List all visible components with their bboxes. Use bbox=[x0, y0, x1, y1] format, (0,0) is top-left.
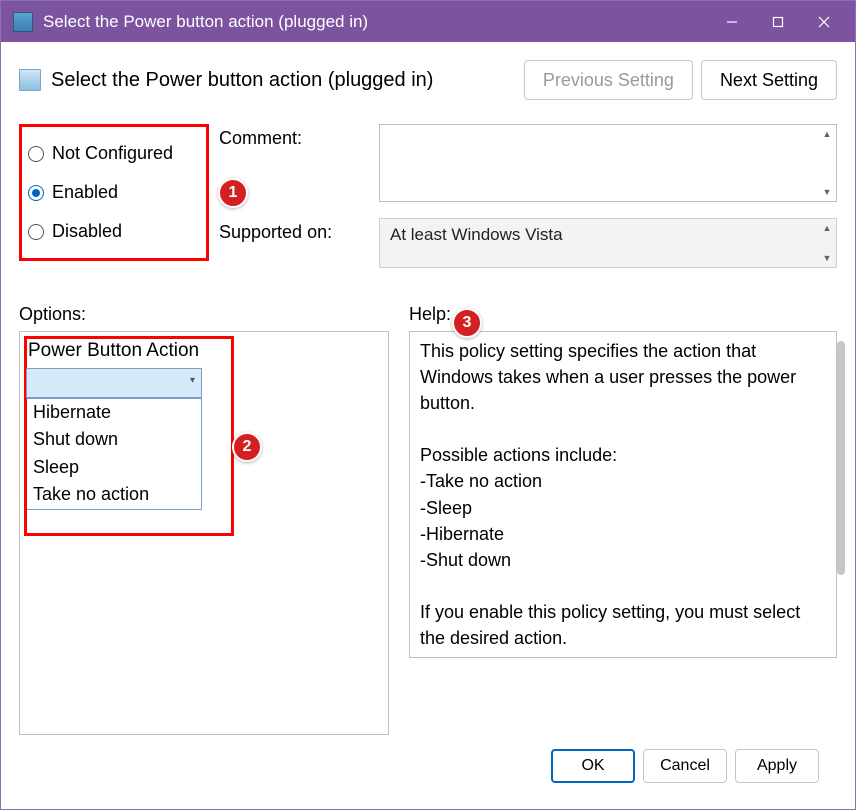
comment-label: Comment: bbox=[219, 124, 369, 149]
section-labels: Options: Help: bbox=[19, 304, 837, 325]
dropdown-option[interactable]: Hibernate bbox=[27, 399, 201, 426]
callout-1: 1 bbox=[218, 178, 248, 208]
minimize-button[interactable] bbox=[709, 7, 755, 37]
callout-2: 2 bbox=[232, 432, 262, 462]
options-panel: Power Button Action Hibernate Shut down … bbox=[19, 331, 389, 735]
nav-buttons: Previous Setting Next Setting bbox=[524, 60, 837, 100]
dropdown-option[interactable]: Sleep bbox=[27, 454, 201, 481]
radio-not-configured[interactable]: Not Configured bbox=[28, 143, 196, 164]
titlebar: Select the Power button action (plugged … bbox=[1, 1, 855, 42]
state-radio-group: Not Configured Enabled Disabled bbox=[19, 124, 209, 261]
cancel-button[interactable]: Cancel bbox=[643, 749, 727, 783]
help-outer: This policy setting specifies the action… bbox=[409, 331, 837, 735]
window-title: Select the Power button action (plugged … bbox=[43, 12, 709, 32]
next-setting-button[interactable]: Next Setting bbox=[701, 60, 837, 100]
help-scrollbar-thumb[interactable] bbox=[837, 341, 845, 575]
maximize-button[interactable] bbox=[755, 7, 801, 37]
radio-enabled[interactable]: Enabled bbox=[28, 182, 196, 203]
scroll-down-icon[interactable]: ▼ bbox=[818, 183, 836, 201]
content-area: Select the Power button action (plugged … bbox=[1, 42, 855, 809]
radio-icon bbox=[28, 185, 44, 201]
page-title: Select the Power button action (plugged … bbox=[51, 69, 514, 92]
radio-disabled[interactable]: Disabled bbox=[28, 221, 196, 242]
ok-button[interactable]: OK bbox=[551, 749, 635, 783]
help-panel: This policy setting specifies the action… bbox=[409, 331, 837, 658]
panels-row: Power Button Action Hibernate Shut down … bbox=[19, 331, 837, 735]
options-section-label: Options: bbox=[19, 304, 389, 325]
help-text: This policy setting specifies the action… bbox=[420, 338, 826, 651]
dropdown-option[interactable]: Shut down bbox=[27, 426, 201, 453]
dropdown-list: Hibernate Shut down Sleep Take no action bbox=[26, 398, 202, 510]
supported-on-label: Supported on: bbox=[219, 218, 369, 243]
power-action-dropdown[interactable] bbox=[26, 368, 202, 398]
radio-label: Disabled bbox=[52, 221, 122, 242]
scroll-up-icon[interactable]: ▲ bbox=[818, 219, 836, 237]
policy-editor-window: Select the Power button action (plugged … bbox=[0, 0, 856, 810]
radio-label: Enabled bbox=[52, 182, 118, 203]
apply-button[interactable]: Apply bbox=[735, 749, 819, 783]
comment-textarea[interactable]: ▲ ▼ bbox=[379, 124, 837, 202]
scroll-up-icon[interactable]: ▲ bbox=[818, 125, 836, 143]
config-grid: Not Configured Enabled Disabled Comment:… bbox=[19, 124, 837, 284]
help-scrollbar-track[interactable] bbox=[835, 341, 845, 695]
radio-icon bbox=[28, 146, 44, 162]
radio-label: Not Configured bbox=[52, 143, 173, 164]
header-row: Select the Power button action (plugged … bbox=[19, 60, 837, 100]
previous-setting-button[interactable]: Previous Setting bbox=[524, 60, 693, 100]
footer-buttons: OK Cancel Apply bbox=[19, 735, 837, 799]
option-title: Power Button Action bbox=[28, 340, 380, 362]
radio-icon bbox=[28, 224, 44, 240]
scroll-down-icon[interactable]: ▼ bbox=[818, 249, 836, 267]
close-button[interactable] bbox=[801, 7, 847, 37]
policy-icon bbox=[19, 69, 41, 91]
callout-3: 3 bbox=[452, 308, 482, 338]
dropdown-option[interactable]: Take no action bbox=[27, 481, 201, 508]
help-section-label: Help: bbox=[409, 304, 451, 325]
app-icon bbox=[13, 12, 33, 32]
supported-on-field: At least Windows Vista ▲ ▼ bbox=[379, 218, 837, 268]
supported-on-text: At least Windows Vista bbox=[390, 225, 563, 244]
